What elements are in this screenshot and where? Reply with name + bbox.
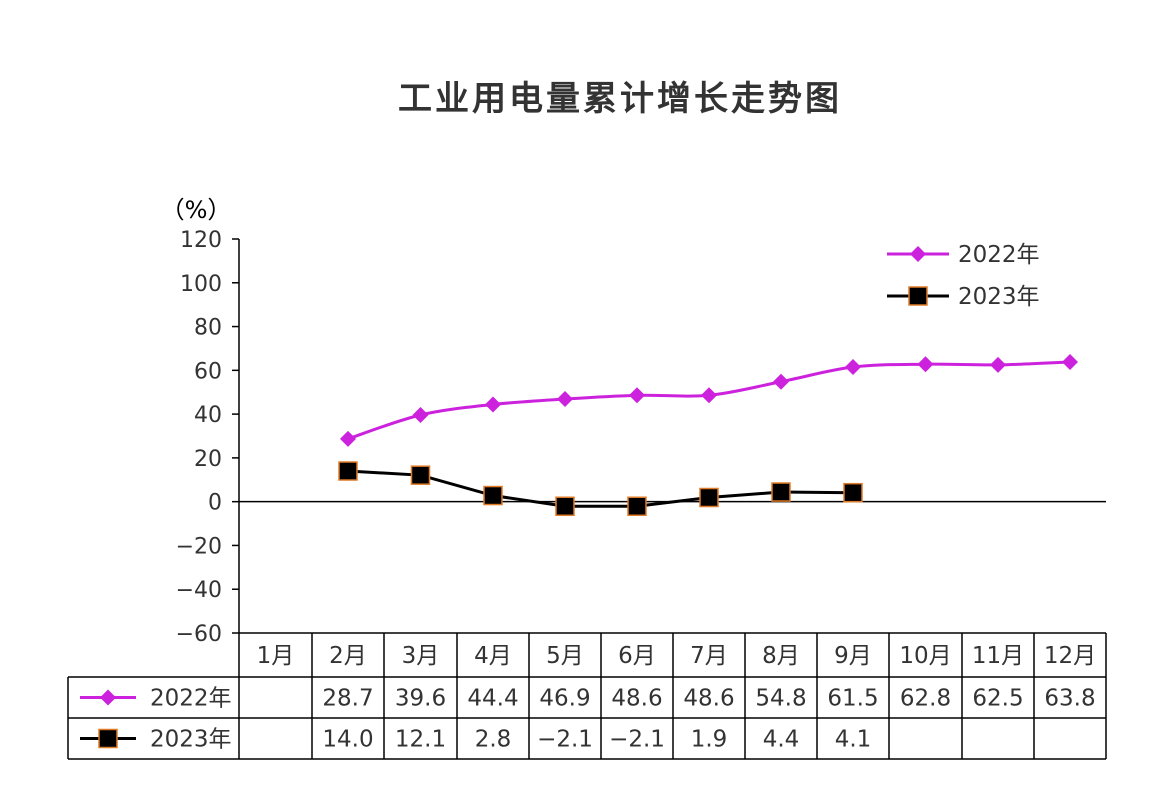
table-cell-value: 48.6: [683, 686, 734, 712]
category-label: 3月: [402, 643, 440, 669]
legend-marker-diamond: [100, 689, 116, 706]
data-point-2022: [1062, 354, 1078, 371]
data-point-2023: [338, 461, 358, 481]
legend-marker-square: [98, 728, 118, 749]
table-cell-value: −2.1: [537, 727, 593, 753]
legend-label: 2023年: [958, 284, 1040, 310]
table-cell-value: 12.1: [395, 727, 446, 753]
series-line-2023: [347, 469, 854, 508]
category-label: 5月: [546, 643, 584, 669]
category-label: 4月: [474, 643, 512, 669]
table-cell-value: 2.8: [475, 727, 512, 753]
legend: 2022年 2023年: [887, 242, 1040, 310]
table-cell-value: 44.4: [467, 686, 518, 712]
axes: 120 100 80 60 40 20 0 −20 −40 −60: [176, 228, 1106, 647]
table-cell-value: 62.8: [900, 686, 951, 712]
data-point-2023: [699, 487, 719, 508]
category-label: 6月: [618, 643, 656, 669]
data-point-2022: [557, 391, 573, 408]
table-cell-value: −2.1: [609, 727, 665, 753]
category-label: 11月: [972, 643, 1024, 669]
data-point-2023: [410, 465, 431, 485]
table-row-label: 2023年: [150, 727, 232, 753]
table-cell-value: 28.7: [322, 686, 373, 712]
table-cell-value: 62.5: [972, 686, 1023, 712]
category-label: 1月: [257, 643, 295, 669]
legend-label: 2022年: [958, 242, 1040, 268]
y-tick-label: 0: [208, 491, 222, 516]
category-label: 9月: [834, 643, 872, 669]
chart-title: 工业用电量累计增长走势图: [398, 79, 842, 119]
table-cell-value: 1.9: [691, 727, 728, 753]
table-cell-value: 4.1: [835, 727, 872, 753]
category-label: 7月: [690, 643, 728, 669]
category-label: 12月: [1044, 643, 1096, 669]
y-tick-label: 80: [194, 316, 222, 341]
table-cell-value: 46.9: [539, 686, 590, 712]
data-point-2022: [412, 406, 429, 423]
y-tick-label: 100: [180, 272, 222, 297]
table-cell-value: 48.6: [611, 686, 662, 712]
data-point-2023: [843, 482, 863, 503]
y-axis-unit: （%）: [161, 196, 232, 224]
table-row-label: 2022年: [150, 686, 232, 712]
y-tick-label: 20: [194, 447, 222, 472]
data-point-2022: [629, 387, 645, 404]
table-cell-value: 14.0: [322, 727, 373, 753]
y-tick-label: −40: [176, 578, 222, 603]
y-tick-label: 40: [194, 403, 222, 428]
data-point-2023: [771, 482, 791, 502]
data-point-2022: [773, 373, 789, 390]
data-point-2022: [917, 356, 934, 373]
series-layer: [338, 354, 1078, 517]
table-cell-value: 63.8: [1044, 686, 1095, 712]
y-tick-label: −20: [176, 534, 222, 559]
legend-marker-diamond: [910, 246, 926, 262]
data-point-2023: [627, 496, 647, 517]
data-point-2022: [485, 396, 501, 413]
table-cell-value: 39.6: [395, 686, 446, 712]
data-point-2022: [990, 356, 1006, 373]
data-point-2022: [701, 387, 717, 404]
category-label: 10月: [899, 643, 951, 669]
legend-marker-square: [908, 286, 928, 306]
data-point-2023: [483, 485, 503, 506]
table-cell-value: 4.4: [763, 727, 800, 753]
category-label: 2月: [329, 643, 367, 669]
data-table: 1月 2月 3月 4月 5月 6月 7月 8月 9月 10月 11月 12月 2022年 28.7 39.6…: [67, 632, 1107, 760]
table-cell-value: 61.5: [827, 686, 878, 712]
data-point-2022: [845, 359, 861, 376]
data-point-2022: [340, 430, 356, 447]
table-cell-value: 54.8: [755, 686, 806, 712]
y-tick-label: 60: [194, 359, 222, 384]
y-tick-label: 120: [180, 228, 222, 253]
category-label: 8月: [762, 643, 800, 669]
y-tick-label: −60: [176, 622, 222, 647]
data-point-2023: [555, 496, 575, 517]
